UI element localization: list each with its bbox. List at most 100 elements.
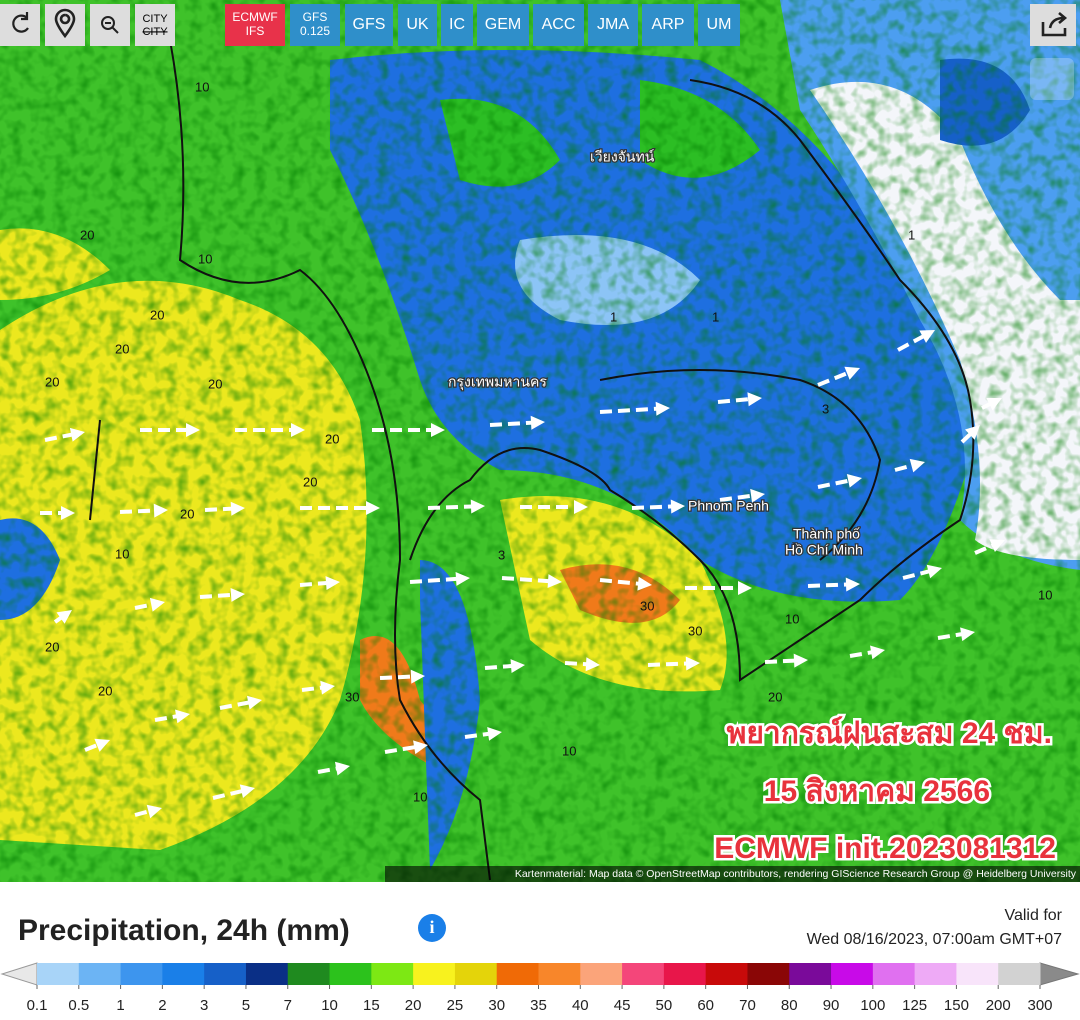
scale-swatch xyxy=(162,963,205,985)
scale-swatch xyxy=(538,963,581,985)
wind-arrowhead xyxy=(291,423,305,437)
place-label: Phnom Penh xyxy=(688,498,769,514)
wind-arrowhead xyxy=(747,392,762,407)
model-button[interactable] xyxy=(225,4,285,46)
model-button[interactable] xyxy=(588,4,638,46)
wind-arrowhead xyxy=(909,458,925,473)
wind-arrowhead xyxy=(965,425,980,440)
wind-arrowhead xyxy=(153,503,168,518)
wind-arrowhead xyxy=(230,587,245,602)
contour-label: 10 xyxy=(562,743,576,758)
model-label: JMA xyxy=(597,16,629,33)
wind-arrowhead xyxy=(510,659,525,674)
model-label: GFS xyxy=(353,16,386,33)
contour-label: 20 xyxy=(303,474,317,489)
scale-swatch xyxy=(580,963,623,985)
city-button[interactable] xyxy=(135,4,175,46)
legend-panel xyxy=(0,882,1080,1015)
zoom-icon xyxy=(101,16,115,30)
contour-label: 10 xyxy=(195,79,209,94)
wind-arrowhead xyxy=(845,577,860,592)
scale-swatch xyxy=(872,963,916,985)
scale-swatch xyxy=(78,963,122,985)
model-button[interactable] xyxy=(477,4,529,46)
scale-label: 15 xyxy=(363,997,380,1014)
attribution: Kartenmaterial: Map data © OpenStreetMap… xyxy=(515,868,1077,880)
scale-swatch xyxy=(496,963,539,985)
scale-swatch xyxy=(287,963,331,985)
scale-swatch xyxy=(204,963,247,985)
contour-label: 20 xyxy=(80,227,94,242)
scale-label: 7 xyxy=(284,997,292,1014)
place-label: กรุงเทพมหานคร xyxy=(448,374,547,391)
wind-arrowhead xyxy=(455,571,470,586)
refresh-button[interactable] xyxy=(0,4,40,46)
wind-arrow xyxy=(807,582,853,588)
place-label: เวียงจันทน์ xyxy=(590,149,655,165)
screenshot-button[interactable] xyxy=(1030,58,1074,100)
contour-label: 10 xyxy=(115,546,129,561)
scale-swatch xyxy=(371,963,414,985)
wind-arrowhead xyxy=(230,501,245,516)
map[interactable] xyxy=(0,0,1080,882)
model-label: ACC xyxy=(542,16,576,33)
attribution-bar xyxy=(385,866,1080,882)
scale-label: 0.1 xyxy=(27,997,48,1014)
wind-arrowhead xyxy=(431,423,445,437)
model-button[interactable] xyxy=(398,4,437,46)
scale-label: 10 xyxy=(321,997,338,1014)
scale-label: 20 xyxy=(405,997,422,1014)
contour-label: 10 xyxy=(785,611,799,626)
wind-arrowhead xyxy=(738,581,752,595)
wind-arrowhead xyxy=(989,539,1005,552)
model-button[interactable] xyxy=(698,4,740,46)
place-label: Hồ Chí Minh xyxy=(785,542,863,558)
wind-arrow xyxy=(489,420,538,427)
model-button[interactable] xyxy=(290,4,340,46)
wind-arrowhead xyxy=(175,709,190,724)
model-button[interactable] xyxy=(642,4,694,46)
wind-arrowhead xyxy=(685,656,700,671)
scale-swatch xyxy=(747,963,790,985)
coastline xyxy=(89,39,975,881)
wind-arrow xyxy=(717,396,755,404)
scale-swatch xyxy=(622,963,665,985)
texture xyxy=(0,0,1080,882)
wind-arrowhead xyxy=(530,415,545,430)
model-button[interactable] xyxy=(345,4,393,46)
contour-label: 20 xyxy=(45,374,59,389)
zoom-button[interactable] xyxy=(90,4,130,46)
valid-label: Valid for xyxy=(1004,907,1062,924)
info-button[interactable] xyxy=(418,914,446,942)
scale-label: 45 xyxy=(614,997,631,1014)
model-label: GEM xyxy=(485,16,521,33)
model-label: ARP xyxy=(652,16,685,33)
model-label: IC xyxy=(449,16,465,33)
wind-arrowhead xyxy=(325,576,340,591)
zoom-icon xyxy=(105,22,119,34)
scale-label: 70 xyxy=(739,997,756,1014)
contour-label: 10 xyxy=(198,251,212,266)
wind-arrowhead xyxy=(926,564,942,579)
model-button[interactable] xyxy=(441,4,473,46)
scale-label: 150 xyxy=(944,997,969,1014)
city-label-off: CITY xyxy=(142,26,168,38)
wind-arrow xyxy=(647,661,693,667)
scale-swatch xyxy=(245,963,289,985)
wind-arrowhead xyxy=(334,761,350,776)
share-button[interactable] xyxy=(1030,4,1076,46)
forecast-caption: พยากรณ์ฝนสะสม 24 ชม. xyxy=(727,716,1052,750)
wind-arrow xyxy=(599,406,663,414)
model-button[interactable] xyxy=(533,4,584,46)
location-icon xyxy=(54,8,76,39)
place-label: Thành phố xyxy=(793,526,860,542)
wind-arrow xyxy=(409,576,463,584)
scale-label: 60 xyxy=(697,997,714,1014)
wind-arrow xyxy=(84,741,104,752)
wind-arrowhead xyxy=(846,473,862,488)
wind-arrowhead xyxy=(844,366,860,380)
scale-label: 5 xyxy=(242,997,250,1014)
info-icon: i xyxy=(429,917,434,937)
wind-arrowhead xyxy=(246,695,262,710)
